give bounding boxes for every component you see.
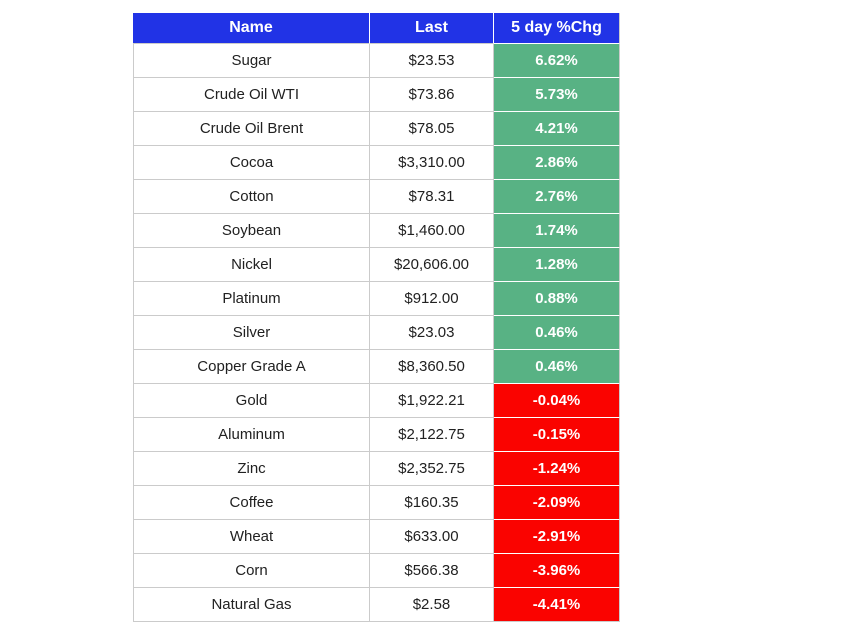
table-row: Silver $23.03 0.46%: [133, 316, 620, 350]
table-row: Crude Oil Brent $78.05 4.21%: [133, 112, 620, 146]
last-price-cell: $23.03: [370, 316, 494, 350]
last-price-cell: $8,360.50: [370, 350, 494, 384]
last-price-cell: $23.53: [370, 44, 494, 78]
last-price-cell: $2.58: [370, 588, 494, 622]
commodity-name-cell: Zinc: [133, 452, 370, 486]
commodity-name-cell: Cocoa: [133, 146, 370, 180]
pct-change-cell: 2.76%: [494, 180, 620, 214]
last-price-cell: $78.31: [370, 180, 494, 214]
last-price-cell: $1,922.21: [370, 384, 494, 418]
last-price-cell: $912.00: [370, 282, 494, 316]
table-row: Crude Oil WTI $73.86 5.73%: [133, 78, 620, 112]
pct-change-cell: -2.91%: [494, 520, 620, 554]
last-price-cell: $566.38: [370, 554, 494, 588]
pct-change-cell: -0.04%: [494, 384, 620, 418]
pct-change-cell: -0.15%: [494, 418, 620, 452]
last-price-cell: $73.86: [370, 78, 494, 112]
column-header-last: Last: [370, 13, 494, 44]
commodity-name-cell: Crude Oil WTI: [133, 78, 370, 112]
commodity-name-cell: Sugar: [133, 44, 370, 78]
commodity-name-cell: Silver: [133, 316, 370, 350]
pct-change-cell: 0.88%: [494, 282, 620, 316]
table-row: Soybean $1,460.00 1.74%: [133, 214, 620, 248]
commodity-name-cell: Corn: [133, 554, 370, 588]
pct-change-cell: 6.62%: [494, 44, 620, 78]
pct-change-cell: -3.96%: [494, 554, 620, 588]
last-price-cell: $20,606.00: [370, 248, 494, 282]
table-row: Copper Grade A $8,360.50 0.46%: [133, 350, 620, 384]
table-row: Gold $1,922.21 -0.04%: [133, 384, 620, 418]
table-row: Zinc $2,352.75 -1.24%: [133, 452, 620, 486]
header-row: Name Last 5 day %Chg: [133, 13, 620, 44]
table-row: Cotton $78.31 2.76%: [133, 180, 620, 214]
last-price-cell: $1,460.00: [370, 214, 494, 248]
table-row: Wheat $633.00 -2.91%: [133, 520, 620, 554]
table-row: Platinum $912.00 0.88%: [133, 282, 620, 316]
table-body: Sugar $23.53 6.62% Crude Oil WTI $73.86 …: [133, 44, 620, 622]
pct-change-cell: -4.41%: [494, 588, 620, 622]
pct-change-cell: 0.46%: [494, 350, 620, 384]
pct-change-cell: -2.09%: [494, 486, 620, 520]
commodity-name-cell: Cotton: [133, 180, 370, 214]
table-header: Name Last 5 day %Chg: [133, 13, 620, 44]
pct-change-cell: 4.21%: [494, 112, 620, 146]
last-price-cell: $3,310.00: [370, 146, 494, 180]
last-price-cell: $160.35: [370, 486, 494, 520]
commodity-price-table: Name Last 5 day %Chg Sugar $23.53 6.62% …: [133, 13, 620, 622]
commodity-name-cell: Gold: [133, 384, 370, 418]
commodity-name-cell: Nickel: [133, 248, 370, 282]
commodity-name-cell: Coffee: [133, 486, 370, 520]
pct-change-cell: -1.24%: [494, 452, 620, 486]
pct-change-cell: 1.28%: [494, 248, 620, 282]
last-price-cell: $2,352.75: [370, 452, 494, 486]
column-header-5day-pct-chg: 5 day %Chg: [494, 13, 620, 44]
last-price-cell: $633.00: [370, 520, 494, 554]
table-row: Nickel $20,606.00 1.28%: [133, 248, 620, 282]
table-row: Cocoa $3,310.00 2.86%: [133, 146, 620, 180]
commodity-name-cell: Platinum: [133, 282, 370, 316]
commodity-name-cell: Soybean: [133, 214, 370, 248]
table-row: Natural Gas $2.58 -4.41%: [133, 588, 620, 622]
pct-change-cell: 2.86%: [494, 146, 620, 180]
pct-change-cell: 1.74%: [494, 214, 620, 248]
column-header-name: Name: [133, 13, 370, 44]
pct-change-cell: 5.73%: [494, 78, 620, 112]
commodity-price-table-container: Name Last 5 day %Chg Sugar $23.53 6.62% …: [133, 13, 620, 622]
commodity-name-cell: Aluminum: [133, 418, 370, 452]
commodity-name-cell: Wheat: [133, 520, 370, 554]
last-price-cell: $78.05: [370, 112, 494, 146]
commodity-name-cell: Copper Grade A: [133, 350, 370, 384]
table-row: Aluminum $2,122.75 -0.15%: [133, 418, 620, 452]
table-row: Corn $566.38 -3.96%: [133, 554, 620, 588]
table-row: Coffee $160.35 -2.09%: [133, 486, 620, 520]
commodity-name-cell: Crude Oil Brent: [133, 112, 370, 146]
last-price-cell: $2,122.75: [370, 418, 494, 452]
table-row: Sugar $23.53 6.62%: [133, 44, 620, 78]
commodity-name-cell: Natural Gas: [133, 588, 370, 622]
pct-change-cell: 0.46%: [494, 316, 620, 350]
